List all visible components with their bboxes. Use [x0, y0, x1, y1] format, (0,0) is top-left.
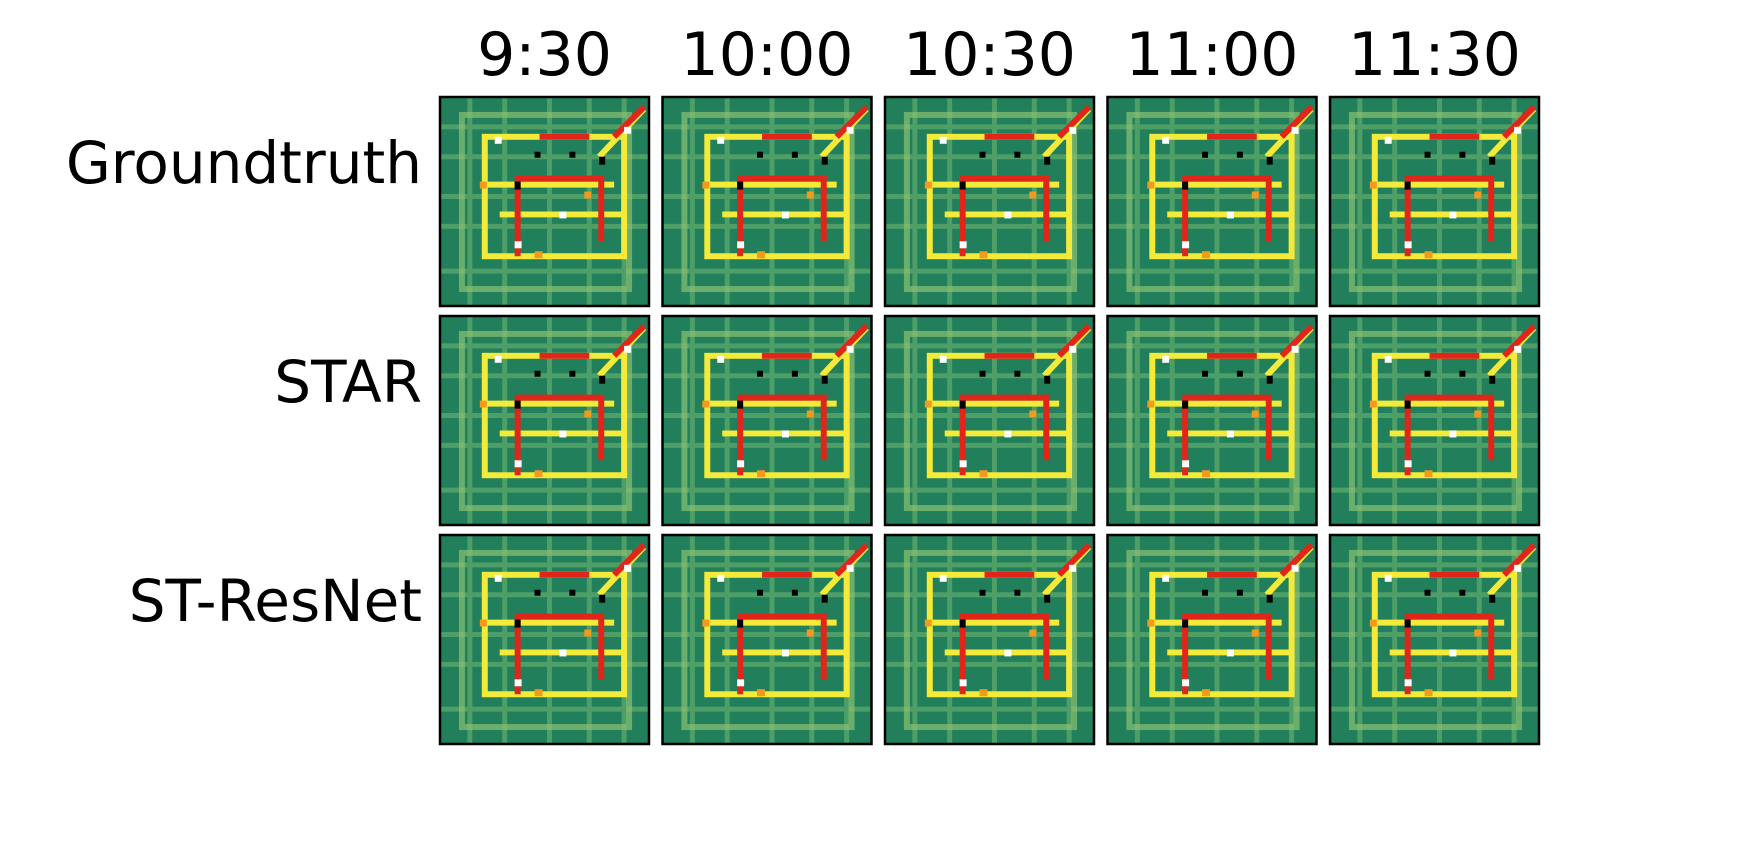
panel-frame [1328, 314, 1541, 527]
heatmap [663, 97, 872, 306]
row-label: STAR [274, 348, 422, 416]
heatmap [663, 316, 872, 525]
column-title: 9:30 [477, 20, 612, 90]
row-labels: Groundtruth STAR ST-ResNet [66, 129, 422, 635]
heatmap [440, 535, 649, 744]
panel-frame [661, 533, 873, 746]
panel-frame [661, 314, 873, 527]
heatmap [663, 535, 872, 744]
heatmap [885, 535, 1094, 744]
panel-frame [883, 95, 1096, 308]
panels [438, 95, 1541, 746]
panel-frame [438, 95, 651, 308]
column-title: 10:30 [903, 20, 1076, 90]
heatmap [1330, 97, 1539, 306]
column-title: 10:00 [681, 20, 854, 90]
panel-frame [1106, 95, 1318, 308]
heatmap [885, 316, 1094, 525]
panel-frame [438, 533, 651, 746]
column-titles: 9:30 10:00 10:30 11:00 11:30 [477, 20, 1521, 90]
heatmap [885, 97, 1094, 306]
panel-frame [661, 95, 873, 308]
heatmap [440, 316, 649, 525]
panel-frame [883, 533, 1096, 746]
row-label: ST-ResNet [129, 567, 422, 635]
row-label: Groundtruth [66, 129, 422, 197]
heatmap [1330, 316, 1539, 525]
panel-frame [1328, 533, 1541, 746]
panel-frame [438, 314, 651, 527]
heatmap [1108, 316, 1317, 525]
column-title: 11:30 [1348, 20, 1521, 90]
heatmap [1108, 97, 1317, 306]
heatmap [1108, 535, 1317, 744]
panel-frame [1106, 533, 1318, 746]
panel-frame [1106, 314, 1318, 527]
panel-frame [883, 314, 1096, 527]
panel-frame [1328, 95, 1541, 308]
heatmap [1330, 535, 1539, 744]
column-title: 11:00 [1126, 20, 1299, 90]
heatmap [440, 97, 649, 306]
